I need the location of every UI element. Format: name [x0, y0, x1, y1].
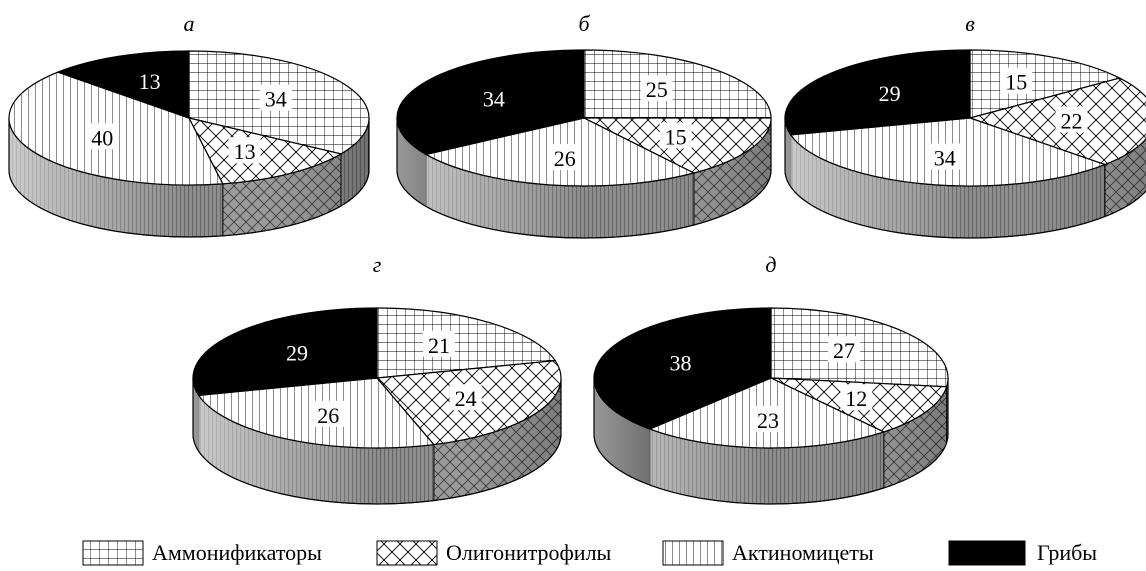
value-label-fungi: 29 [286, 340, 308, 365]
pie-slice-fungi [593, 307, 772, 430]
value-label-fungi: 34 [483, 86, 505, 111]
value-label-actinomycetes: 26 [317, 403, 339, 428]
legend-item-ammonifiers: Аммонификаторы [82, 540, 322, 566]
pie-chart-1: 34 13 40 13 а [8, 11, 370, 238]
legend-label: Грибы [1037, 540, 1097, 565]
value-label-bg [659, 122, 692, 149]
panel-label: г [373, 252, 382, 277]
value-label-oligonitrophils: 24 [455, 386, 477, 411]
value-label-actinomycetes: 26 [554, 146, 576, 171]
value-label-fungi: 13 [139, 69, 161, 94]
value-label-bg [312, 400, 345, 427]
value-label-bg [548, 144, 581, 171]
value-label-ammonifiers: 25 [646, 77, 668, 102]
value-label-bg [86, 123, 119, 150]
pie-slice-fungi [396, 49, 585, 156]
pie-slice-fungi [56, 50, 190, 119]
value-label-ammonifiers: 21 [428, 333, 450, 358]
pie-chart-3: 15 22 34 29 в [784, 11, 1146, 239]
legend-swatch-crosshatch [376, 540, 438, 566]
value-label-ammonifiers: 15 [1005, 70, 1027, 95]
value-label-bg [751, 405, 784, 432]
value-label-bg [840, 384, 873, 411]
value-label-actinomycetes: 34 [934, 146, 956, 171]
pie-slice-oligonitrophils [187, 117, 343, 185]
pie-slice-fungi [192, 307, 378, 397]
pie-chart-2: 25 15 26 34 б [396, 11, 772, 239]
legend-swatch-solid-black [948, 540, 1026, 566]
value-label-actinomycetes: 23 [757, 408, 779, 433]
pie-slice-fungi [784, 49, 971, 136]
value-label-bg [1000, 67, 1033, 94]
pie-chart-5: 27 12 23 38 д [593, 252, 949, 505]
pie-slice-ammonifiers [376, 307, 557, 379]
value-label-bg [928, 143, 961, 170]
value-label-bg [640, 75, 673, 102]
legend-swatch-vertical-lines [662, 540, 724, 566]
panel-label: а [184, 11, 195, 36]
value-label-bg [1055, 106, 1088, 133]
legend-item-oligonitrophils: Олигонитрофилы [376, 540, 612, 566]
value-label-oligonitrophils: 22 [1061, 109, 1083, 134]
value-label-bg [228, 137, 261, 164]
legend-item-actinomycetes: Актиномицеты [662, 540, 874, 566]
value-label-oligonitrophils: 12 [845, 386, 867, 411]
legend-item-fungi: Грибы [948, 540, 1097, 566]
value-label-fungi: 29 [879, 81, 901, 106]
panel-label: д [765, 252, 776, 277]
panel-label: в [965, 11, 975, 36]
value-label-fungi: 38 [669, 351, 691, 376]
legend-label: Аммонификаторы [152, 540, 322, 565]
value-label-oligonitrophils: 15 [665, 125, 687, 150]
pie-panels: 34 13 40 13 а 25 15 26 34 б 15 22 34 29 в 21 24 26 29 г 27 12… [8, 11, 1146, 505]
value-label-bg [259, 84, 292, 111]
value-label-actinomycetes: 40 [91, 125, 113, 150]
pie-chart-4: 21 24 26 29 г [192, 252, 562, 505]
value-label-ammonifiers: 27 [833, 338, 855, 363]
value-label-oligonitrophils: 13 [234, 139, 256, 164]
legend-label: Актиномицеты [732, 540, 874, 565]
pie-slice-ammonifiers [969, 49, 1122, 119]
panel-label: б [578, 11, 590, 36]
legend-swatch-grid [82, 540, 144, 566]
value-label-bg [449, 384, 482, 411]
value-label-bg [828, 336, 861, 363]
value-label-ammonifiers: 34 [265, 87, 287, 112]
legend-label: Олигонитрофилы [446, 540, 612, 565]
legend: Аммонификаторы Олигонитрофилы Актиномице… [82, 540, 1097, 566]
pie-slice-ammonifiers [583, 49, 772, 119]
value-label-bg [423, 330, 456, 357]
